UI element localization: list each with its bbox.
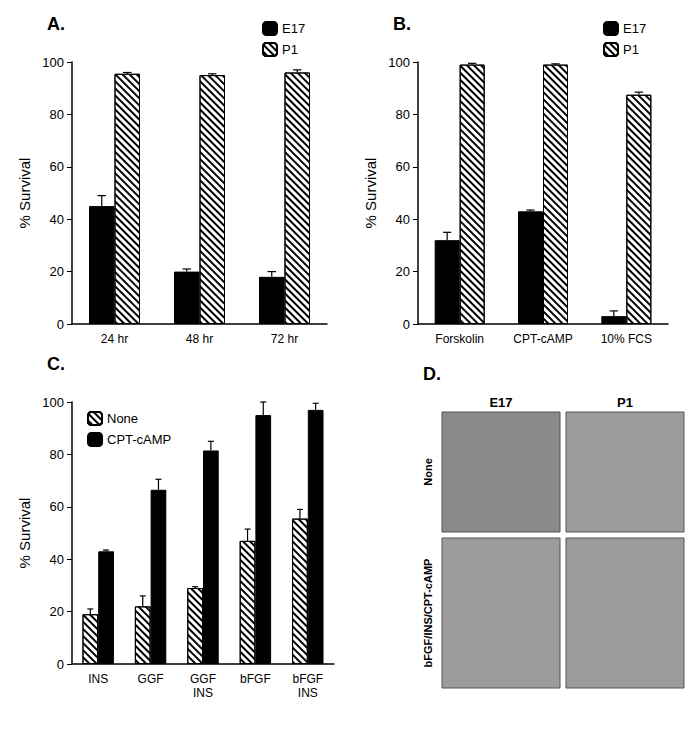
svg-text:20: 20 xyxy=(396,264,410,279)
svg-text:40: 40 xyxy=(396,212,410,227)
svg-text:INS: INS xyxy=(298,686,318,700)
svg-text:None: None xyxy=(422,458,434,486)
svg-text:E17: E17 xyxy=(489,395,512,410)
svg-text:20: 20 xyxy=(50,264,64,279)
svg-text:Forskolin: Forskolin xyxy=(435,332,484,346)
svg-text:40: 40 xyxy=(50,212,64,227)
svg-text:100: 100 xyxy=(42,55,64,70)
svg-text:P1: P1 xyxy=(617,395,633,410)
svg-text:60: 60 xyxy=(50,499,64,514)
svg-text:80: 80 xyxy=(50,447,64,462)
svg-text:CPT-cAMP: CPT-cAMP xyxy=(107,432,171,447)
svg-text:bFGF/INS/CPT-cAMP: bFGF/INS/CPT-cAMP xyxy=(422,559,434,668)
svg-text:P1: P1 xyxy=(282,42,298,57)
svg-text:% Survival: % Survival xyxy=(16,498,33,569)
svg-text:10% FCS: 10% FCS xyxy=(601,332,652,346)
svg-text:GGF: GGF xyxy=(190,672,216,686)
svg-text:P1: P1 xyxy=(623,42,639,57)
svg-text:bFGF: bFGF xyxy=(292,672,323,686)
svg-text:100: 100 xyxy=(388,55,410,70)
svg-text:72 hr: 72 hr xyxy=(271,332,298,346)
svg-text:40: 40 xyxy=(50,552,64,567)
svg-text:CPT-cAMP: CPT-cAMP xyxy=(513,332,572,346)
svg-text:E17: E17 xyxy=(282,21,305,36)
svg-text:bFGF: bFGF xyxy=(240,672,271,686)
svg-text:60: 60 xyxy=(50,159,64,174)
svg-text:80: 80 xyxy=(50,107,64,122)
svg-text:GGF: GGF xyxy=(138,672,164,686)
svg-text:% Survival: % Survival xyxy=(362,158,379,229)
svg-text:% Survival: % Survival xyxy=(16,158,33,229)
svg-text:D.: D. xyxy=(423,364,441,384)
svg-text:24 hr: 24 hr xyxy=(101,332,128,346)
svg-text:0: 0 xyxy=(57,657,64,672)
svg-text:B.: B. xyxy=(393,14,411,34)
svg-text:100: 100 xyxy=(42,395,64,410)
svg-text:20: 20 xyxy=(50,604,64,619)
svg-text:60: 60 xyxy=(396,159,410,174)
svg-text:C.: C. xyxy=(47,354,65,374)
svg-text:INS: INS xyxy=(88,672,108,686)
svg-text:INS: INS xyxy=(193,686,213,700)
svg-text:None: None xyxy=(107,411,138,426)
svg-text:80: 80 xyxy=(396,107,410,122)
svg-text:0: 0 xyxy=(403,317,410,332)
svg-text:0: 0 xyxy=(57,317,64,332)
svg-text:E17: E17 xyxy=(623,21,646,36)
svg-text:48 hr: 48 hr xyxy=(186,332,213,346)
svg-text:A.: A. xyxy=(47,14,65,34)
